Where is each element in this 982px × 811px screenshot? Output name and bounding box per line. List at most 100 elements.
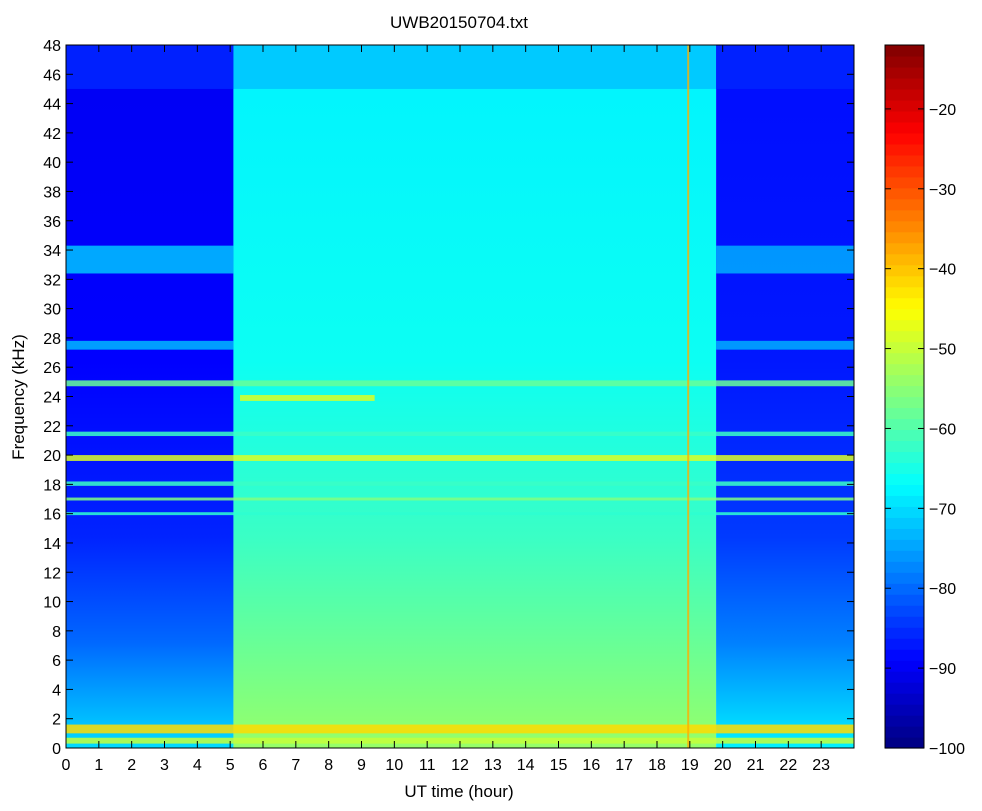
band-band-33kHz: [66, 245, 234, 274]
colorbar-tick-label: −60: [929, 421, 956, 438]
x-tick-label: 18: [648, 757, 666, 774]
colorbar-swatch: [885, 352, 924, 365]
colorbar-swatch: [885, 121, 924, 134]
x-tick-label: 19: [681, 757, 699, 774]
y-tick-label: 20: [43, 448, 61, 465]
y-tick-label: 2: [52, 712, 61, 729]
x-tick-label: 14: [517, 757, 535, 774]
colorbar-swatch: [885, 308, 924, 321]
x-tick-label: 16: [582, 757, 600, 774]
colorbar-swatch: [885, 253, 924, 266]
y-axis: 0246810121416182022242628303234363840424…: [43, 38, 854, 758]
colorbar-swatch: [885, 484, 924, 496]
y-tick-label: 46: [43, 67, 61, 84]
y-tick-label: 36: [43, 214, 61, 231]
y-tick-label: 6: [52, 653, 61, 670]
colorbar-tick-label: −40: [929, 262, 956, 279]
y-tick-label: 16: [43, 507, 61, 524]
x-tick-label: 15: [550, 757, 568, 774]
colorbar-swatch: [885, 550, 924, 562]
y-tick-label: 10: [43, 595, 61, 612]
colorbar-frame: [884, 44, 925, 749]
band-band-18kHz: [66, 481, 854, 486]
x-axis: 0 1 2 3 4 5 6 7 8 9 10 11 12 13 14 15 16 17 18 19 20 21 22 23: [62, 45, 830, 774]
x-tick-label: 12: [451, 757, 469, 774]
band-transmitter-21.4kHz: [66, 431, 854, 437]
colorbar-swatch: [885, 726, 924, 738]
y-tick-label: 12: [43, 565, 61, 582]
colorbar-swatch: [885, 616, 924, 628]
x-tick-label: 6: [259, 757, 268, 774]
colorbar-swatch: [885, 198, 924, 211]
colorbar-swatch: [885, 45, 924, 57]
colorbar-swatch: [885, 407, 924, 420]
colorbar-swatch: [885, 209, 924, 222]
colorbar-swatch: [885, 385, 924, 398]
x-tick-label: 21: [747, 757, 765, 774]
colorbar-swatch: [885, 528, 924, 540]
colorbar-swatch: [885, 539, 924, 551]
colorbar-swatch: [885, 506, 924, 518]
x-tick-label: 3: [160, 757, 169, 774]
chart-title: UWB20150704.txt: [390, 13, 528, 32]
y-tick-label: 28: [43, 331, 61, 348]
colorbar-swatch: [885, 374, 924, 387]
vertical-line: [687, 45, 690, 748]
colorbar-swatch: [885, 264, 924, 277]
x-tick-label: 17: [615, 757, 633, 774]
y-tick-label: 14: [43, 536, 61, 553]
band-transmitter-24.8kHz: [66, 380, 854, 387]
y-tick-label: 48: [43, 38, 61, 55]
band-low-freq-0.5: [66, 737, 854, 744]
y-tick-label: 24: [43, 390, 61, 407]
x-tick-label: 7: [291, 757, 300, 774]
colorbar-swatch: [885, 66, 924, 79]
band-band-27.5kHz: [716, 340, 854, 350]
colorbar-tick-label: −70: [929, 501, 956, 518]
colorbar-tick-label: −90: [929, 661, 956, 678]
colorbar-tick-label: −100: [929, 741, 965, 758]
x-tick-label: 4: [193, 757, 202, 774]
colorbar-swatch: [885, 418, 924, 431]
colorbar-swatch: [885, 737, 924, 749]
region-night: [716, 45, 854, 748]
colorbar-swatch: [885, 176, 924, 189]
x-tick-label: 11: [419, 757, 436, 774]
x-tick-label: 23: [812, 757, 830, 774]
y-tick-label: 38: [43, 184, 61, 201]
y-tick-label: 44: [43, 97, 61, 114]
y-tick-label: 8: [52, 624, 61, 641]
colorbar-swatch: [885, 187, 924, 200]
colorbar-swatch: [885, 561, 924, 573]
y-tick-label: 34: [43, 243, 61, 260]
band-top-lower-level: [716, 45, 854, 89]
band-transmitter-16.0kHz: [66, 512, 854, 516]
colorbar-swatch: [885, 99, 924, 112]
colorbar-swatch: [885, 242, 924, 255]
colorbar-tick-label: −20: [929, 102, 956, 119]
colorbar-tick-label: −80: [929, 581, 956, 598]
x-tick-label: 5: [226, 757, 235, 774]
band-transmitter-19.8kHz: [66, 455, 854, 461]
y-tick-label: 30: [43, 302, 61, 319]
colorbar-swatch: [885, 715, 924, 727]
colorbar-swatch: [885, 88, 924, 101]
band-transmitter-17.0kHz: [66, 497, 854, 501]
colorbar-swatch: [885, 77, 924, 90]
colorbar-swatch: [885, 396, 924, 409]
colorbar-swatch: [885, 605, 924, 617]
band-top-lower-level: [66, 45, 234, 89]
colorbar-swatch: [885, 286, 924, 299]
colorbar-swatch: [885, 55, 924, 68]
y-tick-label: 32: [43, 272, 61, 289]
colorbar-swatch: [885, 671, 924, 683]
colorbar-swatch: [885, 220, 924, 233]
y-tick-label: 42: [43, 126, 61, 143]
band-transmitter-23.9kHz: [240, 395, 375, 401]
y-tick-label: 4: [52, 682, 61, 699]
colorbar-tick-label: −50: [929, 342, 956, 359]
colorbar-swatch: [885, 572, 924, 584]
colorbar-swatch: [885, 132, 924, 145]
